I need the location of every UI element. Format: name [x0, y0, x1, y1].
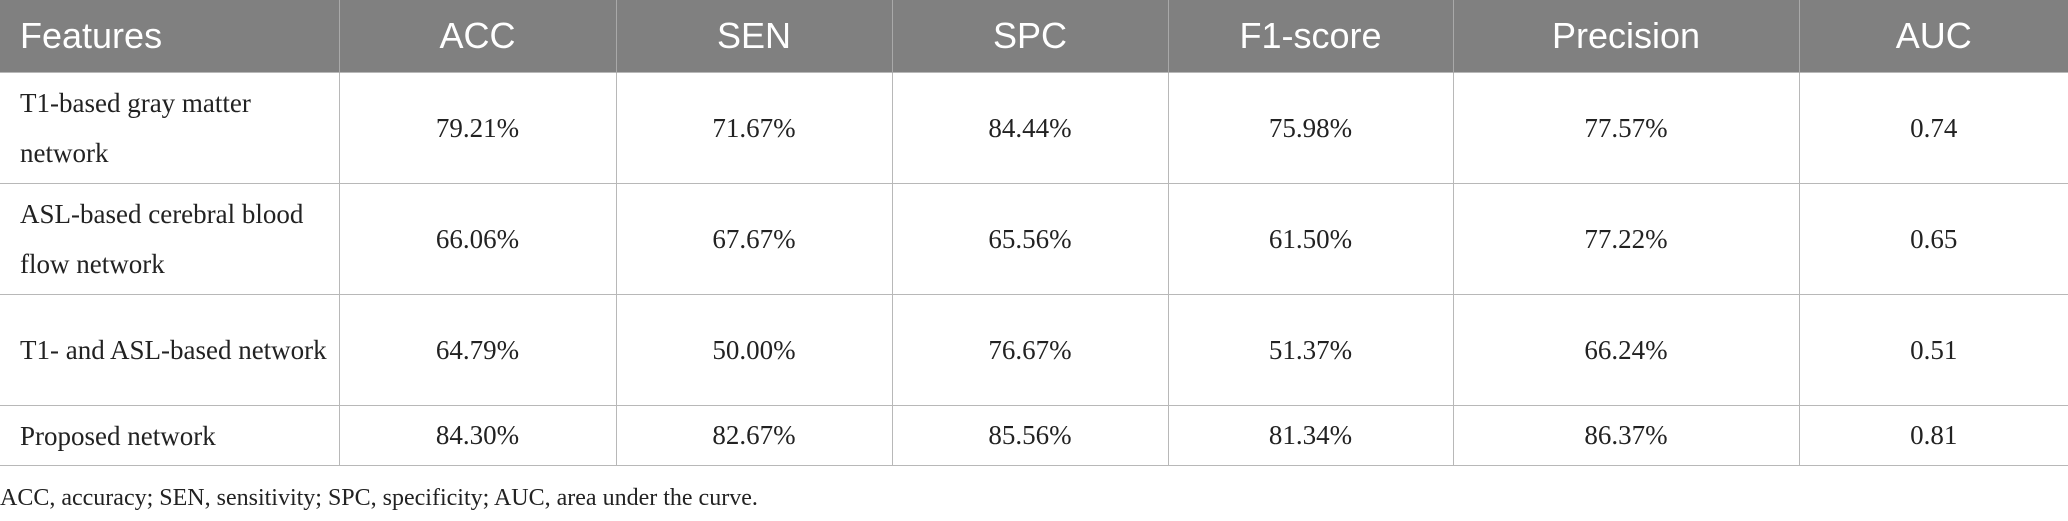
acc-value: 79.21%: [338, 72, 617, 184]
table-row: ASL-based cerebral blood flow network 66…: [0, 183, 2068, 295]
auc-value: 0.74: [1798, 72, 2068, 184]
sen-value: 67.67%: [615, 183, 893, 295]
spc-value: 85.56%: [891, 405, 1169, 466]
sen-value: 50.00%: [615, 294, 893, 406]
acc-value: 84.30%: [338, 405, 617, 466]
header-row: Features ACC SEN SPC F1-score Precision …: [0, 0, 2068, 73]
table-row: T1- and ASL-based network 64.79% 50.00% …: [0, 294, 2068, 406]
header-spc: SPC: [891, 0, 1169, 73]
f1-score-value: 75.98%: [1167, 72, 1454, 184]
f1-score-value: 61.50%: [1167, 183, 1454, 295]
feature-name: ASL-based cerebral blood flow network: [0, 183, 340, 295]
header-sen: SEN: [615, 0, 893, 73]
spc-value: 76.67%: [891, 294, 1169, 406]
feature-name: T1- and ASL-based network: [0, 294, 340, 406]
precision-value: 86.37%: [1452, 405, 1800, 466]
feature-name: T1-based gray matter network: [0, 72, 340, 184]
table-footnote: ACC, accuracy; SEN, sensitivity; SPC, sp…: [0, 485, 758, 511]
acc-value: 66.06%: [338, 183, 617, 295]
feature-name: Proposed network: [0, 405, 340, 466]
header-acc: ACC: [338, 0, 617, 73]
auc-value: 0.65: [1798, 183, 2068, 295]
auc-value: 0.81: [1798, 405, 2068, 466]
spc-value: 84.44%: [891, 72, 1169, 184]
precision-value: 77.57%: [1452, 72, 1800, 184]
sen-value: 82.67%: [615, 405, 893, 466]
precision-value: 77.22%: [1452, 183, 1800, 295]
precision-value: 66.24%: [1452, 294, 1800, 406]
header-auc: AUC: [1798, 0, 2068, 73]
header-f1-score: F1-score: [1167, 0, 1454, 73]
spc-value: 65.56%: [891, 183, 1169, 295]
sen-value: 71.67%: [615, 72, 893, 184]
table-row: T1-based gray matter network 79.21% 71.6…: [0, 72, 2068, 184]
results-table: Features ACC SEN SPC F1-score Precision …: [0, 0, 2068, 466]
acc-value: 64.79%: [338, 294, 617, 406]
auc-value: 0.51: [1798, 294, 2068, 406]
f1-score-value: 51.37%: [1167, 294, 1454, 406]
header-features: Features: [0, 0, 340, 73]
table-row: Proposed network 84.30% 82.67% 85.56% 81…: [0, 405, 2068, 466]
header-precision: Precision: [1452, 0, 1800, 73]
f1-score-value: 81.34%: [1167, 405, 1454, 466]
